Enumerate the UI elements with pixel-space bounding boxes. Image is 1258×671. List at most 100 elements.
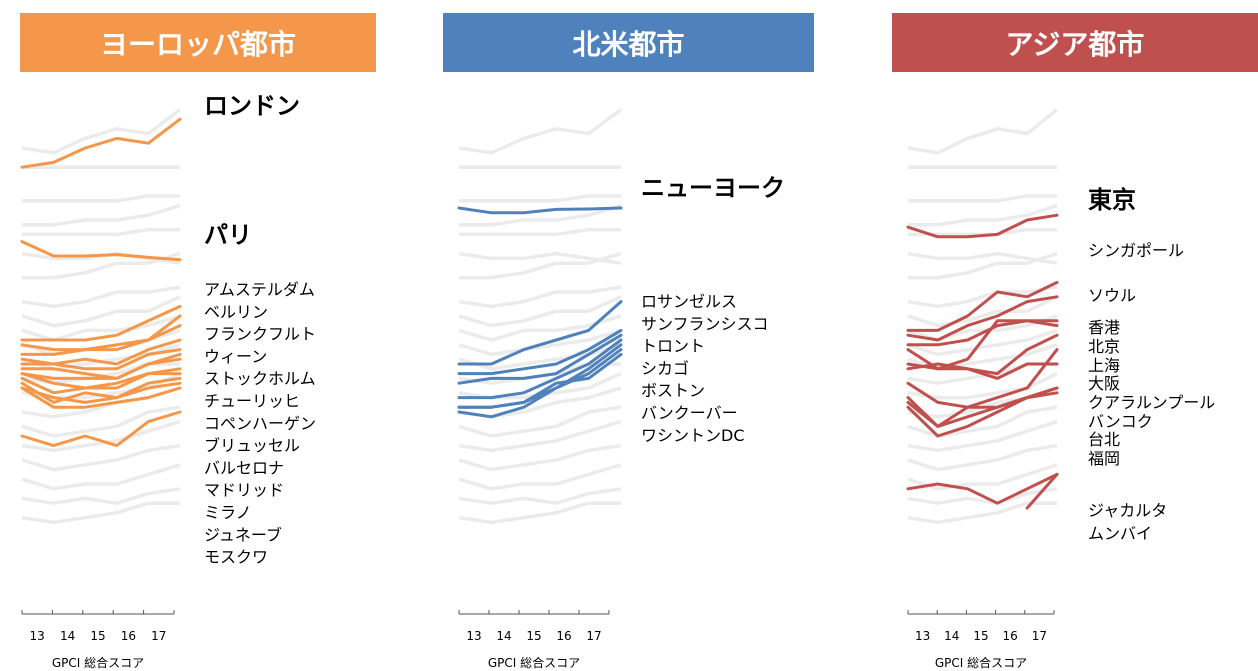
city-label: バンクーバー bbox=[641, 404, 738, 423]
panel-header-bar bbox=[20, 13, 376, 72]
background-city-line bbox=[459, 251, 622, 280]
city-line bbox=[906, 348, 1059, 409]
background-city-line bbox=[907, 285, 1058, 309]
x-tick-label: 16 bbox=[1003, 629, 1018, 643]
background-city-line bbox=[458, 405, 622, 438]
city-line bbox=[906, 472, 1059, 505]
city-label: シンガポール bbox=[1088, 241, 1184, 260]
background-city-line bbox=[21, 419, 181, 453]
background-city-line bbox=[458, 463, 622, 491]
background-city-line bbox=[21, 405, 181, 438]
city-line bbox=[906, 295, 1059, 342]
background-city-line bbox=[459, 194, 621, 203]
background-city-line bbox=[907, 372, 1058, 400]
panel-title: ヨーロッパ都市 bbox=[100, 28, 296, 61]
x-tick-label: 15 bbox=[973, 629, 988, 643]
city-label: ブリュッセル bbox=[204, 436, 300, 455]
panel-header-bar bbox=[443, 13, 814, 72]
city-label: ストックホルム bbox=[204, 369, 316, 388]
background-city-line bbox=[458, 295, 622, 328]
city-line bbox=[20, 324, 182, 356]
city-line bbox=[20, 381, 182, 404]
city-line bbox=[906, 333, 1059, 376]
panel-title: 北米都市 bbox=[572, 28, 684, 61]
x-tick-label: 13 bbox=[915, 629, 930, 643]
background-city-line bbox=[21, 108, 182, 155]
city-line bbox=[457, 348, 623, 419]
city-label: 上海 bbox=[1088, 356, 1120, 375]
background-city-line bbox=[907, 487, 1058, 505]
background-city-line bbox=[22, 203, 181, 227]
city-line bbox=[20, 372, 182, 395]
featured-city-line bbox=[20, 117, 182, 169]
city-label: ジュネーブ bbox=[204, 525, 282, 544]
background-city-line bbox=[458, 443, 622, 472]
city-label: 福岡 bbox=[1088, 449, 1120, 468]
city-label: ロサンゼルス bbox=[641, 292, 737, 311]
city-label: サンフランシスコ bbox=[641, 314, 769, 333]
city-label: バンコク bbox=[1088, 412, 1153, 431]
background-city-line bbox=[458, 108, 623, 155]
featured-city-line bbox=[20, 240, 182, 262]
x-tick-label: 13 bbox=[30, 629, 45, 643]
background-city-line bbox=[907, 328, 1058, 357]
city-label: モスクワ bbox=[204, 548, 268, 567]
city-line bbox=[906, 391, 1059, 438]
x-tick-label: 17 bbox=[151, 629, 166, 643]
background-city-line bbox=[458, 285, 622, 309]
x-tick-label: 16 bbox=[556, 629, 571, 643]
city-line bbox=[20, 386, 182, 409]
city-label: チューリッヒ bbox=[204, 392, 300, 411]
city-line bbox=[457, 328, 623, 376]
background-city-line bbox=[22, 251, 181, 280]
city-line bbox=[1025, 472, 1059, 510]
europe-panel: ヨーロッパ都市ロンドンパリアムステルダムベルリンフランクフルトウィーンストックホ… bbox=[20, 13, 376, 670]
background-city-line bbox=[907, 251, 1058, 265]
city-label: マドリッド bbox=[204, 481, 284, 500]
background-city-line bbox=[458, 419, 622, 453]
x-tick-label: 13 bbox=[466, 629, 481, 643]
city-line bbox=[20, 357, 182, 380]
city-line bbox=[906, 280, 1059, 332]
x-tick-label: 14 bbox=[944, 629, 959, 643]
background-city-line bbox=[22, 194, 180, 203]
background-city-line bbox=[21, 314, 181, 342]
asia-panel: アジア都市東京シンガポールソウル香港北京上海大阪クアラルンプールバンコク台北福岡… bbox=[892, 13, 1258, 670]
x-tick-label: 15 bbox=[526, 629, 541, 643]
background-city-line bbox=[458, 501, 621, 525]
city-label: ワシントンDC bbox=[641, 426, 745, 445]
background-city-line bbox=[459, 203, 622, 227]
background-city-line bbox=[907, 405, 1058, 438]
city-label: ボストン bbox=[641, 381, 705, 400]
featured-city-line bbox=[457, 206, 623, 215]
city-line bbox=[20, 304, 182, 342]
city-label: 北京 bbox=[1088, 337, 1120, 356]
background-city-line bbox=[22, 227, 180, 237]
featured-city-label: ロンドン bbox=[204, 92, 300, 120]
featured-city-label: ニューヨーク bbox=[641, 174, 785, 202]
city-label: ムンバイ bbox=[1088, 524, 1152, 543]
city-label: ソウル bbox=[1088, 286, 1136, 305]
background-city-line bbox=[21, 501, 180, 525]
background-city-line bbox=[21, 443, 181, 472]
city-label: クアラルンプール bbox=[1088, 393, 1215, 412]
background-city-line bbox=[458, 251, 622, 265]
city-line bbox=[457, 300, 623, 366]
city-label: ベルリン bbox=[204, 302, 268, 321]
city-line bbox=[457, 333, 623, 385]
city-label: ジャカルタ bbox=[1088, 501, 1167, 520]
background-city-line bbox=[907, 443, 1058, 472]
city-label: トロント bbox=[641, 337, 705, 356]
background-city-line bbox=[21, 295, 181, 328]
background-city-line bbox=[459, 227, 621, 237]
city-label: フランクフルト bbox=[204, 325, 316, 344]
north-america-panel: 北米都市ニューヨークロサンゼルスサンフランシスコトロントシカゴボストンバンクーバ… bbox=[443, 13, 814, 670]
featured-city-label: パリ bbox=[204, 221, 252, 249]
panel-title: アジア都市 bbox=[1006, 28, 1145, 61]
background-city-line bbox=[907, 108, 1059, 155]
city-label: バルセロナ bbox=[204, 458, 284, 477]
city-label: 台北 bbox=[1088, 430, 1120, 449]
background-city-line bbox=[907, 295, 1058, 328]
city-line bbox=[457, 352, 623, 409]
city-line bbox=[906, 362, 1059, 380]
